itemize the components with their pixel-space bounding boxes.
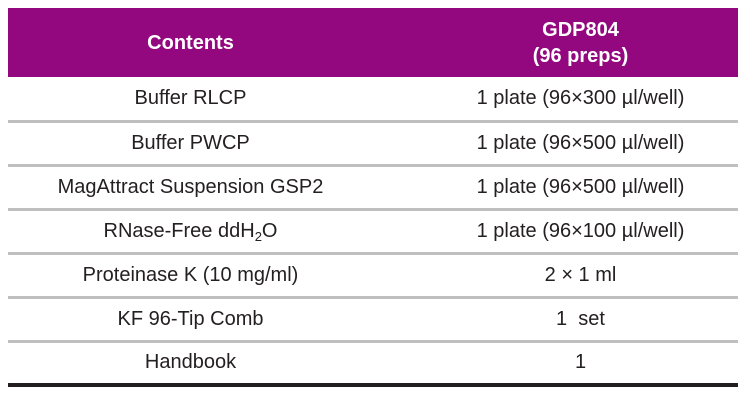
kit-size-label: (96 preps) [532, 44, 629, 67]
table-row: Buffer PWCP 1 plate (96×500 µl/well) [8, 121, 738, 167]
contents-label: KF 96-Tip Comb [117, 307, 264, 330]
table-row: KF 96-Tip Comb 1 set [8, 297, 738, 343]
contents-cell: Buffer RLCP [8, 77, 373, 123]
kit-contents-table: Contents GDP804 (96 preps) Buffer RLCP 1 … [8, 8, 738, 387]
contents-label: Buffer PWCP [131, 131, 250, 154]
contents-label: RNase-Free ddH [103, 219, 255, 242]
contents-label: MagAttract Suspension GSP2 [57, 175, 324, 198]
contents-cell: MagAttract Suspension GSP2 [8, 165, 373, 211]
table-row: Proteinase K (10 mg/ml) 2 × 1 ml [8, 253, 738, 299]
contents-label: Handbook [144, 351, 237, 374]
header-cell-kit: GDP804 (96 preps) [373, 8, 738, 77]
contents-cell: Proteinase K (10 mg/ml) [8, 253, 373, 299]
quantity-cell: 1 plate (96×300 µl/well) [373, 77, 738, 123]
quantity-cell: 1 [574, 351, 587, 374]
contents-label: Buffer RLCP [134, 86, 247, 109]
header-row: Contents GDP804 (96 preps) [8, 8, 738, 77]
quantity-cell: 1 set [373, 297, 738, 343]
contents-cell: RNase-Free ddH2O [8, 209, 373, 255]
quantity-cell: 1 plate (96×500 µl/well) [373, 121, 738, 167]
table-row: RNase-Free ddH2O 1 plate (96×100 µl/well) [8, 209, 738, 255]
contents-cell: Buffer PWCP [8, 121, 373, 167]
header-contents-label: Contents [147, 31, 234, 54]
table-row: Buffer RLCP 1 plate (96×300 µl/well) [8, 77, 738, 123]
header-cell-contents: Contents [8, 8, 373, 77]
quantity-cell: 1 plate (96×100 µl/well) [373, 209, 738, 255]
table-row: MagAttract Suspension GSP2 1 plate (96×50… [8, 165, 738, 211]
contents-cell: KF 96-Tip Comb [8, 297, 373, 343]
table-row: Handbook 1 [8, 341, 738, 385]
contents-label: O [261, 219, 278, 242]
contents-label-subscript: 2 [254, 228, 262, 244]
table-body: Buffer RLCP 1 plate (96×300 µl/well) Buffe… [8, 77, 738, 385]
kit-code-label: GDP804 [542, 18, 619, 41]
document-page: Contents GDP804 (96 preps) Buffer RLCP 1 … [8, 8, 738, 387]
quantity-cell: 2 × 1 ml [373, 253, 738, 299]
contents-cell: Handbook [8, 341, 373, 385]
contents-label: Proteinase K (10 mg/ml) [82, 263, 299, 286]
quantity-cell: 1 plate (96×500 µl/well) [373, 165, 738, 211]
